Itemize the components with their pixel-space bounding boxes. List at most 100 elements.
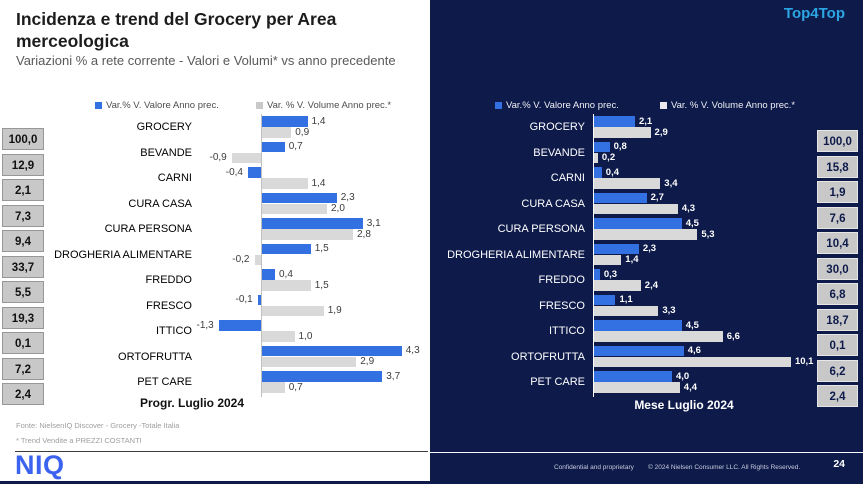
niq-logo: NIQ bbox=[15, 450, 65, 480]
category-label: FREDDO bbox=[538, 274, 585, 286]
incidenza-box: 7,3 bbox=[2, 204, 44, 227]
incidenza-box: 2,4 bbox=[817, 385, 858, 407]
value-label: 0,3 bbox=[603, 268, 618, 280]
footnote-trend: * Trend Vendite a PREZZI COSTANTI bbox=[16, 436, 142, 445]
category-label: PET CARE bbox=[137, 376, 192, 388]
value-label: 1,9 bbox=[327, 305, 342, 316]
category-label: BEVANDE bbox=[140, 146, 192, 159]
incidenza-box: 2,4 bbox=[2, 383, 44, 405]
value-label: 0,4 bbox=[279, 268, 293, 280]
page-subtitle: Variazioni % a rete corrente - Valori e … bbox=[16, 53, 396, 68]
category-label: CURA PERSONA bbox=[104, 223, 192, 235]
incidenza-box: 7,2 bbox=[2, 357, 44, 380]
bar-volume bbox=[594, 178, 661, 189]
value-label: 0,2 bbox=[601, 152, 616, 163]
footer-divider-left bbox=[15, 451, 428, 452]
page-number: 24 bbox=[833, 458, 845, 470]
value-label: 2,4 bbox=[644, 279, 659, 291]
legend-swatch-volume-icon bbox=[256, 102, 263, 109]
bar-valore bbox=[594, 167, 602, 178]
bar-valore bbox=[594, 371, 672, 382]
bar-valore bbox=[218, 320, 261, 331]
category-label: PET CARE bbox=[530, 376, 585, 388]
value-label: 0,7 bbox=[288, 381, 303, 393]
value-label: 1,0 bbox=[298, 330, 313, 342]
chart-mese-luglio-2024: GROCERY 2,1 2,9 100,0 BEVANDE 0,8 0,2 15,8 CARNI… bbox=[430, 114, 863, 407]
value-label: 2,8 bbox=[357, 228, 371, 240]
incidenza-box: 7,6 bbox=[817, 206, 858, 229]
legend-item-valore-right: Var.% V. Valore Anno prec. bbox=[495, 100, 619, 111]
incidenza-box: 2,1 bbox=[2, 179, 44, 201]
value-label: 4,0 bbox=[676, 370, 690, 382]
legend-swatch-volume-icon bbox=[660, 102, 667, 109]
legend-label-volume: Var. % V. Volume Anno prec.* bbox=[671, 100, 796, 111]
category-label: FRESCO bbox=[539, 299, 585, 312]
category-label: CARNI bbox=[550, 172, 585, 184]
incidenza-box: 1,9 bbox=[817, 181, 858, 203]
incidenza-box: 19,3 bbox=[2, 306, 44, 329]
incidenza-box: 33,7 bbox=[2, 255, 44, 278]
legend-swatch-valore-icon bbox=[95, 102, 102, 109]
chart-right-axis-title: Mese Luglio 2024 bbox=[634, 398, 734, 412]
value-label: 2,3 bbox=[642, 243, 657, 254]
incidenza-box: 0,1 bbox=[817, 334, 858, 356]
category-label: CURA CASA bbox=[128, 197, 192, 210]
bar-volume bbox=[262, 305, 324, 316]
bar-valore bbox=[248, 167, 261, 178]
category-label: FREDDO bbox=[145, 274, 192, 286]
bar-valore bbox=[262, 141, 285, 152]
value-label: 3,1 bbox=[366, 217, 381, 229]
incidenza-box: 0,1 bbox=[2, 332, 44, 354]
bar-valore bbox=[262, 218, 363, 229]
value-label: 1,1 bbox=[619, 294, 633, 305]
value-label: 1,5 bbox=[314, 279, 329, 291]
value-label: 3,3 bbox=[662, 305, 676, 316]
incidenza-box: 100,0 bbox=[817, 130, 858, 152]
zero-axis-line bbox=[261, 114, 262, 397]
legend-label-volume: Var. % V. Volume Anno prec.* bbox=[267, 100, 392, 111]
incidenza-box: 12,9 bbox=[2, 153, 44, 176]
bar-valore bbox=[594, 320, 682, 331]
bar-volume bbox=[262, 203, 327, 214]
bar-volume bbox=[262, 382, 285, 393]
legend-item-volume-right: Var. % V. Volume Anno prec.* bbox=[660, 100, 795, 111]
bar-volume bbox=[594, 254, 622, 265]
bar-valore bbox=[262, 243, 311, 254]
right-panel: Top4Top Var.% V. Valore Anno prec. Var. … bbox=[430, 0, 863, 484]
value-label: 4,5 bbox=[685, 217, 699, 229]
category-label: CARNI bbox=[157, 172, 192, 184]
bar-valore bbox=[594, 116, 635, 127]
value-label: 1,5 bbox=[314, 243, 329, 254]
bar-volume bbox=[231, 152, 261, 163]
incidenza-box: 9,4 bbox=[2, 230, 44, 252]
legend-item-valore-left: Var.% V. Valore Anno prec. bbox=[95, 100, 219, 111]
bar-valore bbox=[594, 192, 647, 203]
value-label: 3,4 bbox=[664, 177, 678, 189]
bar-volume bbox=[594, 382, 680, 393]
legend-swatch-valore-icon bbox=[495, 102, 502, 109]
value-label: 4,6 bbox=[687, 345, 701, 356]
value-label: 1,4 bbox=[625, 254, 639, 265]
bar-valore bbox=[594, 243, 639, 254]
value-label: 4,3 bbox=[681, 203, 696, 214]
bottom-edge-strip bbox=[0, 481, 863, 484]
value-label: 2,9 bbox=[654, 126, 668, 138]
category-label: BEVANDE bbox=[533, 146, 585, 159]
bar-volume bbox=[594, 305, 659, 316]
top4top-label: Top4Top bbox=[783, 5, 845, 22]
footnote-fonte: Fonte: NielsenIQ Discover - Grocery -Tot… bbox=[16, 421, 180, 430]
category-label: CURA CASA bbox=[521, 197, 585, 210]
footer-divider-right bbox=[430, 452, 863, 453]
bar-volume bbox=[262, 280, 311, 291]
value-label: 0,4 bbox=[605, 166, 620, 178]
value-label: 0,7 bbox=[288, 141, 303, 152]
value-label: 5,3 bbox=[701, 228, 715, 240]
value-label: 2,3 bbox=[340, 192, 355, 203]
value-label: 3,7 bbox=[386, 370, 401, 382]
zero-axis-line bbox=[593, 114, 594, 397]
bar-valore bbox=[262, 371, 383, 382]
bar-valore bbox=[594, 141, 610, 152]
incidenza-box: 30,0 bbox=[817, 257, 858, 280]
value-label: 6,6 bbox=[726, 330, 740, 342]
